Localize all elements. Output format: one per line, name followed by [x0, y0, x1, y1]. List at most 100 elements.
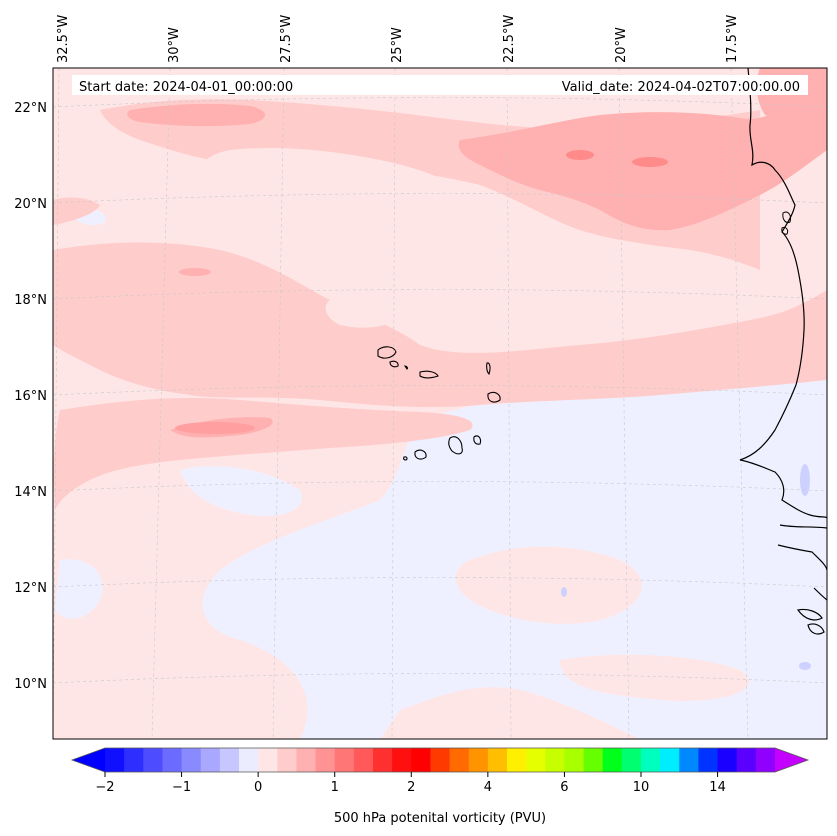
longitude-axis: 32.5°W 30°W 27.5°W 25°W 22.5°W 20°W 17.5… [56, 15, 740, 63]
colorbar-segment [162, 748, 183, 772]
island-sao-nicolau [419, 370, 439, 379]
island-maio [473, 435, 482, 445]
colorbar-overflow-arrow [775, 748, 808, 772]
colorbar-tick-label: 1 [331, 780, 339, 795]
pv-field-negative-patch [799, 662, 811, 670]
colorbar-segment [392, 748, 412, 772]
colorbar-segment [621, 748, 642, 772]
pv-field-pale-patch [560, 654, 749, 701]
island-santo-antao [377, 346, 397, 359]
latitude-label: 20°N [14, 197, 47, 212]
colorbar-segment [679, 748, 700, 772]
colorbar: −2 −1 0 1 2 4 6 10 14 500 hPa potenital vorticit… [70, 747, 810, 826]
pv-field-negative-region [55, 559, 103, 619]
pv-field-maximum [566, 150, 594, 160]
colorbar-segment [430, 748, 451, 772]
island-brava [403, 456, 408, 461]
africa-coastline [779, 524, 827, 529]
colorbar-tick-label: −1 [172, 780, 191, 795]
colorbar-segment [564, 748, 585, 772]
colorbar-segment [353, 748, 374, 772]
colorbar-tick-label: 6 [560, 780, 568, 795]
longitude-label: 30°W [167, 27, 182, 63]
colorbar-tick-label: 10 [633, 780, 650, 795]
colorbar-segment [258, 748, 278, 772]
colorbar-segment [545, 748, 566, 772]
pv-field-gap [195, 148, 481, 238]
africa-coastline [813, 587, 827, 601]
colorbar-ticks: −2 −1 0 1 2 4 6 10 14 [95, 772, 726, 795]
longitude-label: 22.5°W [502, 15, 517, 63]
island-sal [486, 362, 491, 376]
pv-field-band-light [53, 242, 827, 408]
colorbar-segment [181, 748, 202, 772]
valid-date-label: Valid_date: 2024-04-02T07:00:00.00 [562, 80, 800, 95]
colorbar-segment [105, 748, 125, 772]
start-date-label: Start date: 2024-04-01_00:00:00 [79, 80, 293, 95]
colorbar-segment [296, 748, 317, 772]
latitude-label: 18°N [14, 293, 47, 308]
longitude-label: 17.5°W [725, 15, 740, 63]
cape-verde-islands [377, 346, 501, 461]
colorbar-segment [660, 748, 680, 772]
colorbar-segment [698, 748, 719, 772]
island-boa-vista [487, 391, 501, 403]
colorbar-segment [143, 748, 164, 772]
colorbar-segment [736, 748, 757, 772]
pv-field-gap [325, 299, 395, 328]
meridian-gridlines [53, 68, 749, 739]
map-border [52, 67, 828, 740]
africa-coastline [807, 623, 825, 635]
pv-field-maximum [175, 422, 255, 434]
pv-field-band-mid [127, 103, 266, 127]
colorbar-segment [468, 748, 489, 772]
pv-field-band-light [53, 197, 100, 225]
pv-field-negative-patch [800, 464, 810, 496]
colorbar-underflow-arrow [72, 748, 105, 772]
latitude-label: 22°N [14, 101, 47, 116]
colorbar-tick-label: −2 [95, 780, 114, 795]
pv-field-negative-region [202, 330, 827, 739]
colorbar-segment [507, 748, 527, 772]
colorbar-segment [602, 748, 623, 772]
colorbar-segment [219, 748, 240, 772]
longitude-label: 25°W [390, 27, 405, 63]
colorbar-segment [277, 748, 298, 772]
parallel-gridlines [53, 97, 827, 684]
island-sao-vicente [389, 360, 399, 368]
colorbar-tick-label: 2 [407, 780, 415, 795]
colorbar-segment [411, 748, 432, 772]
colorbar-tick-label: 0 [254, 780, 262, 795]
colorbar-segment [641, 748, 661, 772]
africa-coastline [739, 68, 827, 519]
latitude-label: 16°N [14, 389, 47, 404]
colorbar-segment [334, 748, 355, 772]
coastal-island [781, 227, 789, 235]
island-santa-luzia [403, 365, 408, 370]
pv-field-maximum [179, 268, 211, 276]
pv-field-band-light [53, 398, 473, 510]
africa-coastline [777, 544, 827, 571]
colorbar-title: 500 hPa potenital vorticity (PVU) [334, 811, 546, 826]
pv-field-gap [544, 249, 733, 301]
colorbar-segment [124, 748, 144, 772]
africa-coastline [796, 608, 823, 621]
colorbar-segment [755, 748, 776, 772]
longitude-label: 20°W [614, 27, 629, 63]
island-fogo [414, 449, 427, 460]
longitude-label: 32.5°W [56, 15, 71, 63]
colorbar-segments [105, 748, 776, 772]
coastal-island [782, 211, 791, 223]
map-panel: Start date: 2024-04-01_00:00:00 Valid_da… [53, 68, 827, 739]
latitude-axis: 22°N 20°N 18°N 16°N 14°N 12°N 10°N [14, 101, 47, 692]
colorbar-segment [315, 748, 336, 772]
pv-field-negative-region [180, 466, 302, 517]
colorbar-segment [200, 748, 221, 772]
island-santiago [448, 436, 463, 455]
pv-field-gap [419, 258, 486, 293]
pv-field-maximum [632, 157, 668, 167]
latitude-label: 12°N [14, 581, 47, 596]
colorbar-segment [449, 748, 470, 772]
colorbar-tick-label: 4 [484, 780, 492, 795]
